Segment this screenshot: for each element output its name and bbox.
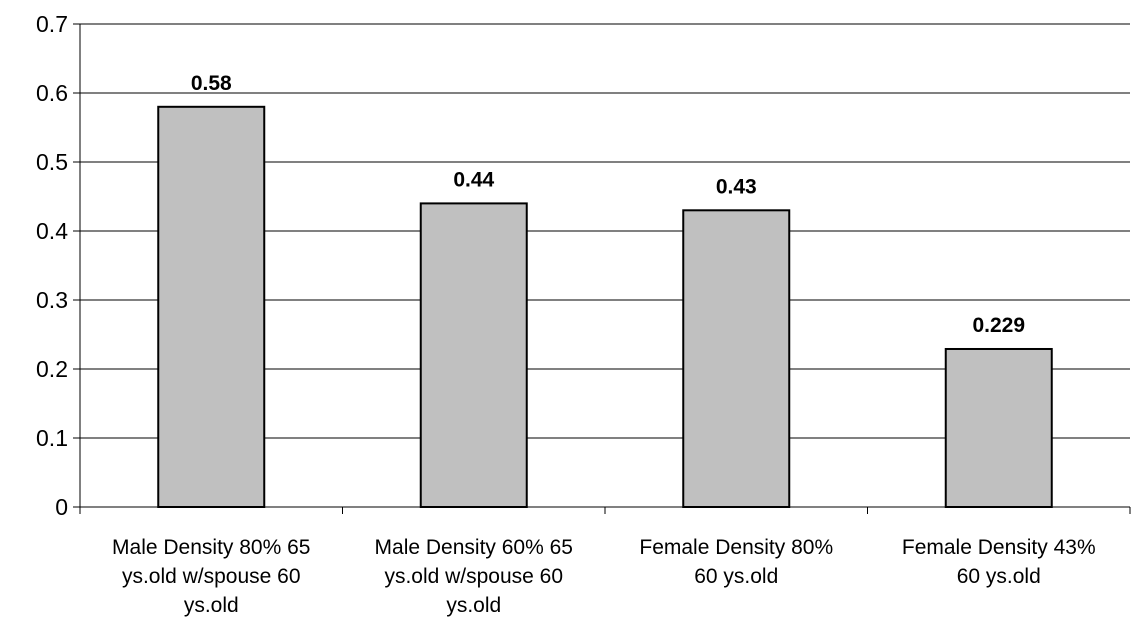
x-category-label: Female Density 80% 60 ys.old bbox=[639, 536, 833, 588]
x-category-label: Male Density 60% 65 ys.old w/spouse 60 ys.… bbox=[375, 536, 573, 617]
bars bbox=[157, 105, 1053, 509]
data-label: 0.44 bbox=[453, 168, 494, 191]
y-tick-label: 0.4 bbox=[36, 218, 68, 244]
bar bbox=[682, 209, 791, 509]
y-tick-label: 0.7 bbox=[36, 11, 68, 37]
y-tick-label: 0.3 bbox=[36, 287, 68, 313]
axes bbox=[73, 23, 1131, 514]
y-tick-labels: 0 0.1 0.2 0.3 0.4 0.5 0.6 0.7 bbox=[36, 11, 68, 520]
data-label: 0.229 bbox=[972, 314, 1025, 337]
x-category-label: Male Density 80% 65 ys.old w/spouse 60 ys.… bbox=[112, 536, 310, 617]
data-label: 0.58 bbox=[191, 72, 232, 95]
y-tick-label: 0.2 bbox=[36, 356, 68, 382]
data-label: 0.43 bbox=[716, 175, 757, 198]
x-category-labels: Male Density 80% 65 ys.old w/spouse 60 ys.… bbox=[112, 536, 1096, 617]
x-category-label: Female Density 43% 60 ys.old bbox=[902, 536, 1096, 588]
bar bbox=[944, 347, 1053, 508]
bar bbox=[419, 202, 528, 508]
y-tick-label: 0 bbox=[55, 494, 68, 520]
data-labels: 0.58 0.44 0.43 0.229 bbox=[191, 72, 1025, 337]
y-tick-label: 0.5 bbox=[36, 149, 68, 175]
y-tick-label: 0.1 bbox=[36, 425, 68, 451]
y-tick-label: 0.6 bbox=[36, 80, 68, 106]
bar bbox=[157, 105, 266, 509]
